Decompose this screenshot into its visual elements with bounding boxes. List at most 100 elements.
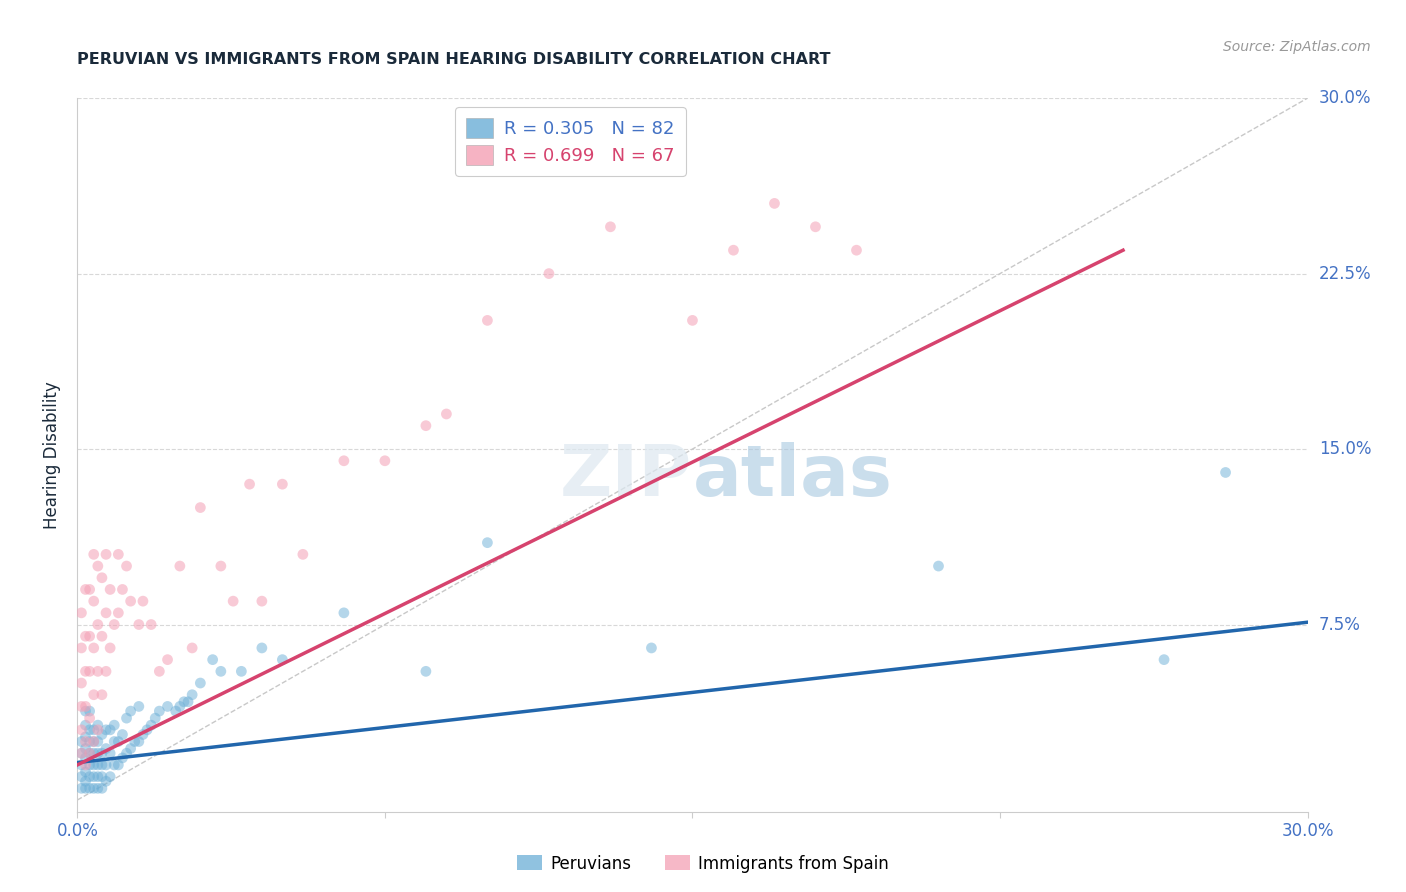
Point (90, 746, 114, 760)
Point (87, 723, 110, 737)
Point (231, 665, 253, 679)
Point (115, 559, 138, 574)
Point (90, 770, 114, 784)
Point (120, 594, 142, 608)
Point (415, 418, 437, 433)
Point (79, 582, 101, 597)
Point (87, 758, 110, 772)
Point (79, 723, 101, 737)
Point (1215, 466, 1237, 480)
Point (132, 594, 155, 608)
Point (79, 770, 101, 784)
Point (70, 781, 93, 796)
Point (181, 640, 204, 655)
Point (107, 547, 129, 561)
Point (75, 741, 97, 756)
Point (83, 640, 105, 655)
Point (75, 781, 97, 796)
Point (94, 758, 117, 772)
Point (70, 606, 93, 620)
Point (75, 582, 97, 597)
Point (103, 617, 125, 632)
Point (291, 547, 314, 561)
Point (94, 723, 117, 737)
Point (271, 477, 294, 491)
Point (87, 770, 110, 784)
Point (477, 535, 499, 549)
Point (90, 629, 114, 643)
Point (75, 665, 97, 679)
Point (115, 711, 138, 725)
Point (94, 547, 117, 561)
Point (94, 606, 117, 620)
Point (209, 665, 232, 679)
Point (188, 676, 212, 690)
Point (271, 653, 294, 667)
Point (98, 582, 121, 597)
Point (201, 653, 224, 667)
Point (173, 695, 195, 709)
Point (640, 640, 662, 655)
Point (141, 718, 163, 732)
Point (75, 734, 97, 748)
Point (374, 454, 396, 468)
Point (75, 704, 97, 718)
Text: 22.5%: 22.5% (1319, 265, 1371, 283)
Point (79, 746, 101, 760)
Point (98, 640, 121, 655)
Text: Source: ZipAtlas.com: Source: ZipAtlas.com (1223, 40, 1371, 54)
Point (148, 704, 170, 718)
Point (70, 770, 93, 784)
Legend: R = 0.305   N = 82, R = 0.699   N = 67: R = 0.305 N = 82, R = 0.699 N = 67 (456, 107, 686, 176)
Point (90, 781, 114, 796)
Y-axis label: Hearing Disability: Hearing Disability (44, 381, 62, 529)
Text: PERUVIAN VS IMMIGRANTS FROM SPAIN HEARING DISABILITY CORRELATION CHART: PERUVIAN VS IMMIGRANTS FROM SPAIN HEARIN… (77, 52, 831, 67)
Point (333, 454, 356, 468)
Point (148, 665, 170, 679)
Point (415, 665, 437, 679)
Point (83, 781, 105, 796)
Point (79, 629, 101, 643)
Point (70, 676, 93, 690)
Point (156, 653, 179, 667)
Point (83, 758, 105, 772)
Point (83, 688, 105, 702)
Point (83, 746, 105, 760)
Point (682, 313, 704, 327)
Point (107, 758, 129, 772)
Point (75, 751, 97, 765)
Point (120, 704, 142, 718)
Point (1153, 653, 1175, 667)
Point (87, 718, 110, 732)
Point (94, 774, 117, 789)
Point (83, 734, 105, 748)
Point (87, 734, 110, 748)
Point (143, 711, 166, 725)
Point (640, 150, 662, 164)
Point (94, 741, 117, 756)
Point (90, 758, 114, 772)
Point (599, 219, 621, 234)
Point (804, 219, 827, 234)
Point (209, 559, 232, 574)
Point (79, 711, 101, 725)
Point (90, 571, 114, 585)
Point (132, 727, 155, 741)
Point (70, 734, 93, 748)
Point (239, 477, 262, 491)
Point (83, 723, 105, 737)
Text: 15.0%: 15.0% (1319, 440, 1371, 458)
Point (75, 774, 97, 789)
Point (845, 243, 868, 257)
Point (115, 746, 138, 760)
Point (723, 243, 745, 257)
Point (70, 746, 93, 760)
Point (111, 582, 134, 597)
Point (75, 629, 97, 643)
Point (79, 734, 101, 748)
Point (79, 704, 101, 718)
Point (83, 594, 105, 608)
Point (75, 730, 97, 744)
Point (79, 665, 101, 679)
Point (156, 699, 179, 714)
